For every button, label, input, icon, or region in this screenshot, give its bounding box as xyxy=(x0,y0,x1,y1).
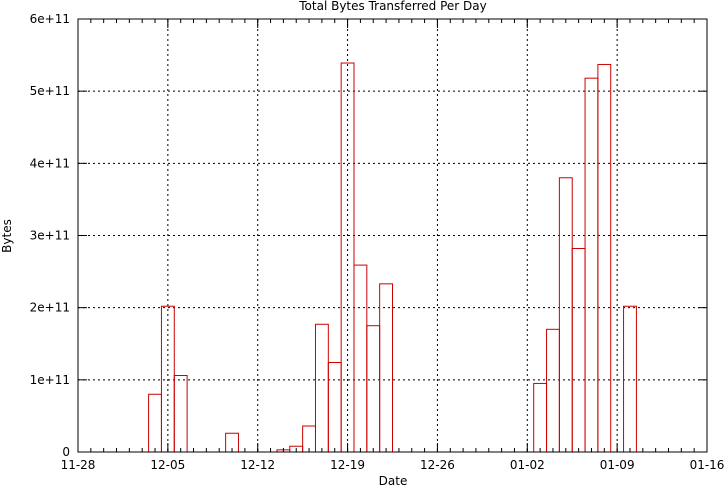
ticks: 0 1e+11 2e+11 3e+11 4e+11 5e+11 6e+11 11-28 12-0… xyxy=(30,12,725,472)
y-tick-label: 4e+11 xyxy=(30,156,70,170)
bar-12-04 xyxy=(148,393,162,453)
bar-12-21 xyxy=(366,325,381,453)
x-tick-label: 01-09 xyxy=(600,458,635,472)
bar-01-07 xyxy=(584,77,599,453)
x-tick-label: 12-19 xyxy=(330,458,365,472)
bar-01-08 xyxy=(597,63,612,453)
x-axis-label: Date xyxy=(379,474,408,486)
bar-01-05 xyxy=(558,177,573,453)
bar-12-20 xyxy=(353,264,368,453)
bars xyxy=(148,62,637,453)
x-tick-label: 12-05 xyxy=(150,458,185,472)
y-tick-label: 0 xyxy=(62,445,70,459)
x-tick-label: 12-26 xyxy=(420,458,455,472)
y-tick-label: 3e+11 xyxy=(30,229,70,243)
x-tick-label: 01-16 xyxy=(690,458,725,472)
y-tick-label: 6e+11 xyxy=(30,12,70,26)
bar-12-06 xyxy=(173,375,188,453)
bar-12-17 xyxy=(314,323,329,453)
y-tick-label: 1e+11 xyxy=(30,373,70,387)
chart-title: Total Bytes Transferred Per Day xyxy=(298,0,487,13)
x-tick-label: 11-28 xyxy=(61,458,96,472)
bar-12-18 xyxy=(327,362,342,453)
y-tick-label: 2e+11 xyxy=(30,301,70,315)
bar-01-04 xyxy=(546,328,560,453)
bar-01-06 xyxy=(571,247,586,453)
bar-01-03 xyxy=(533,382,548,453)
grid xyxy=(78,19,707,452)
x-tick-label: 12-12 xyxy=(240,458,275,472)
bar-01-10 xyxy=(623,305,637,453)
bar-12-19 xyxy=(340,62,355,453)
bar-12-22 xyxy=(379,283,394,453)
x-tick-label: 01-02 xyxy=(510,458,545,472)
y-tick-label: 5e+11 xyxy=(30,84,70,98)
y-axis-label: Bytes xyxy=(0,219,14,253)
